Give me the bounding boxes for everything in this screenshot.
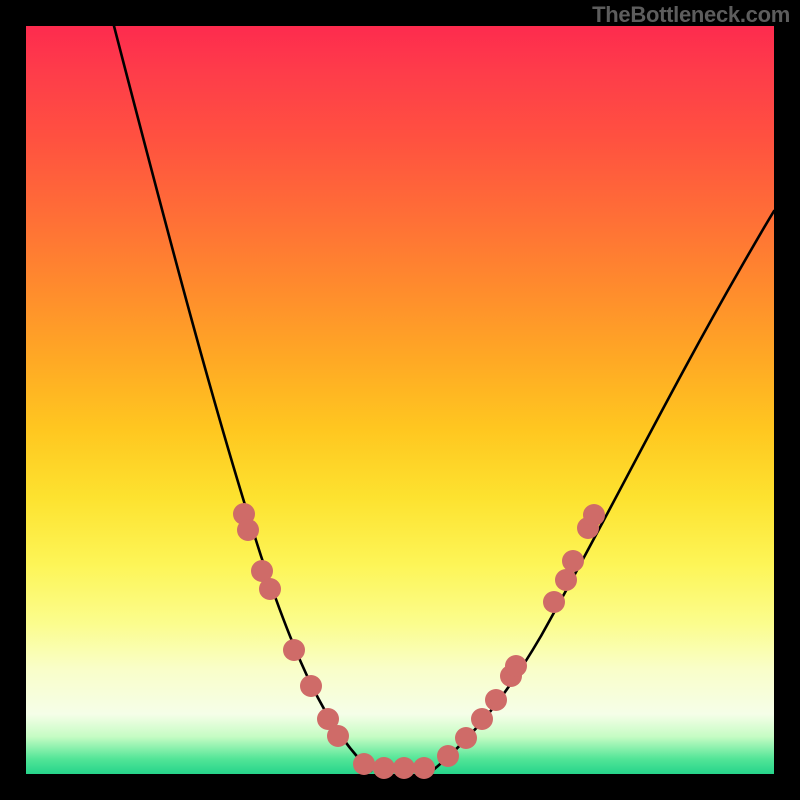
data-marker: [562, 550, 584, 572]
data-marker: [437, 745, 459, 767]
watermark-text: TheBottleneck.com: [592, 2, 790, 28]
data-marker: [237, 519, 259, 541]
data-marker: [283, 639, 305, 661]
data-marker: [393, 757, 415, 779]
v-curve: [26, 26, 774, 774]
data-marker: [471, 708, 493, 730]
data-marker: [300, 675, 322, 697]
data-marker: [505, 655, 527, 677]
data-marker: [327, 725, 349, 747]
data-marker: [455, 727, 477, 749]
data-marker: [413, 757, 435, 779]
plot-area: [26, 26, 774, 774]
data-marker: [543, 591, 565, 613]
data-marker: [353, 753, 375, 775]
left-curve: [114, 26, 371, 771]
data-marker: [373, 757, 395, 779]
data-marker: [583, 504, 605, 526]
data-marker: [555, 569, 577, 591]
data-marker: [259, 578, 281, 600]
data-marker: [485, 689, 507, 711]
right-curve: [432, 211, 774, 771]
